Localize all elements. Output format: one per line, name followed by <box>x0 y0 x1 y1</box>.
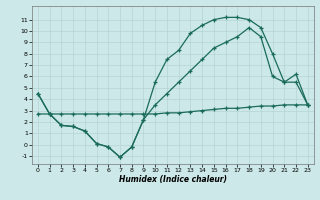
X-axis label: Humidex (Indice chaleur): Humidex (Indice chaleur) <box>119 175 227 184</box>
